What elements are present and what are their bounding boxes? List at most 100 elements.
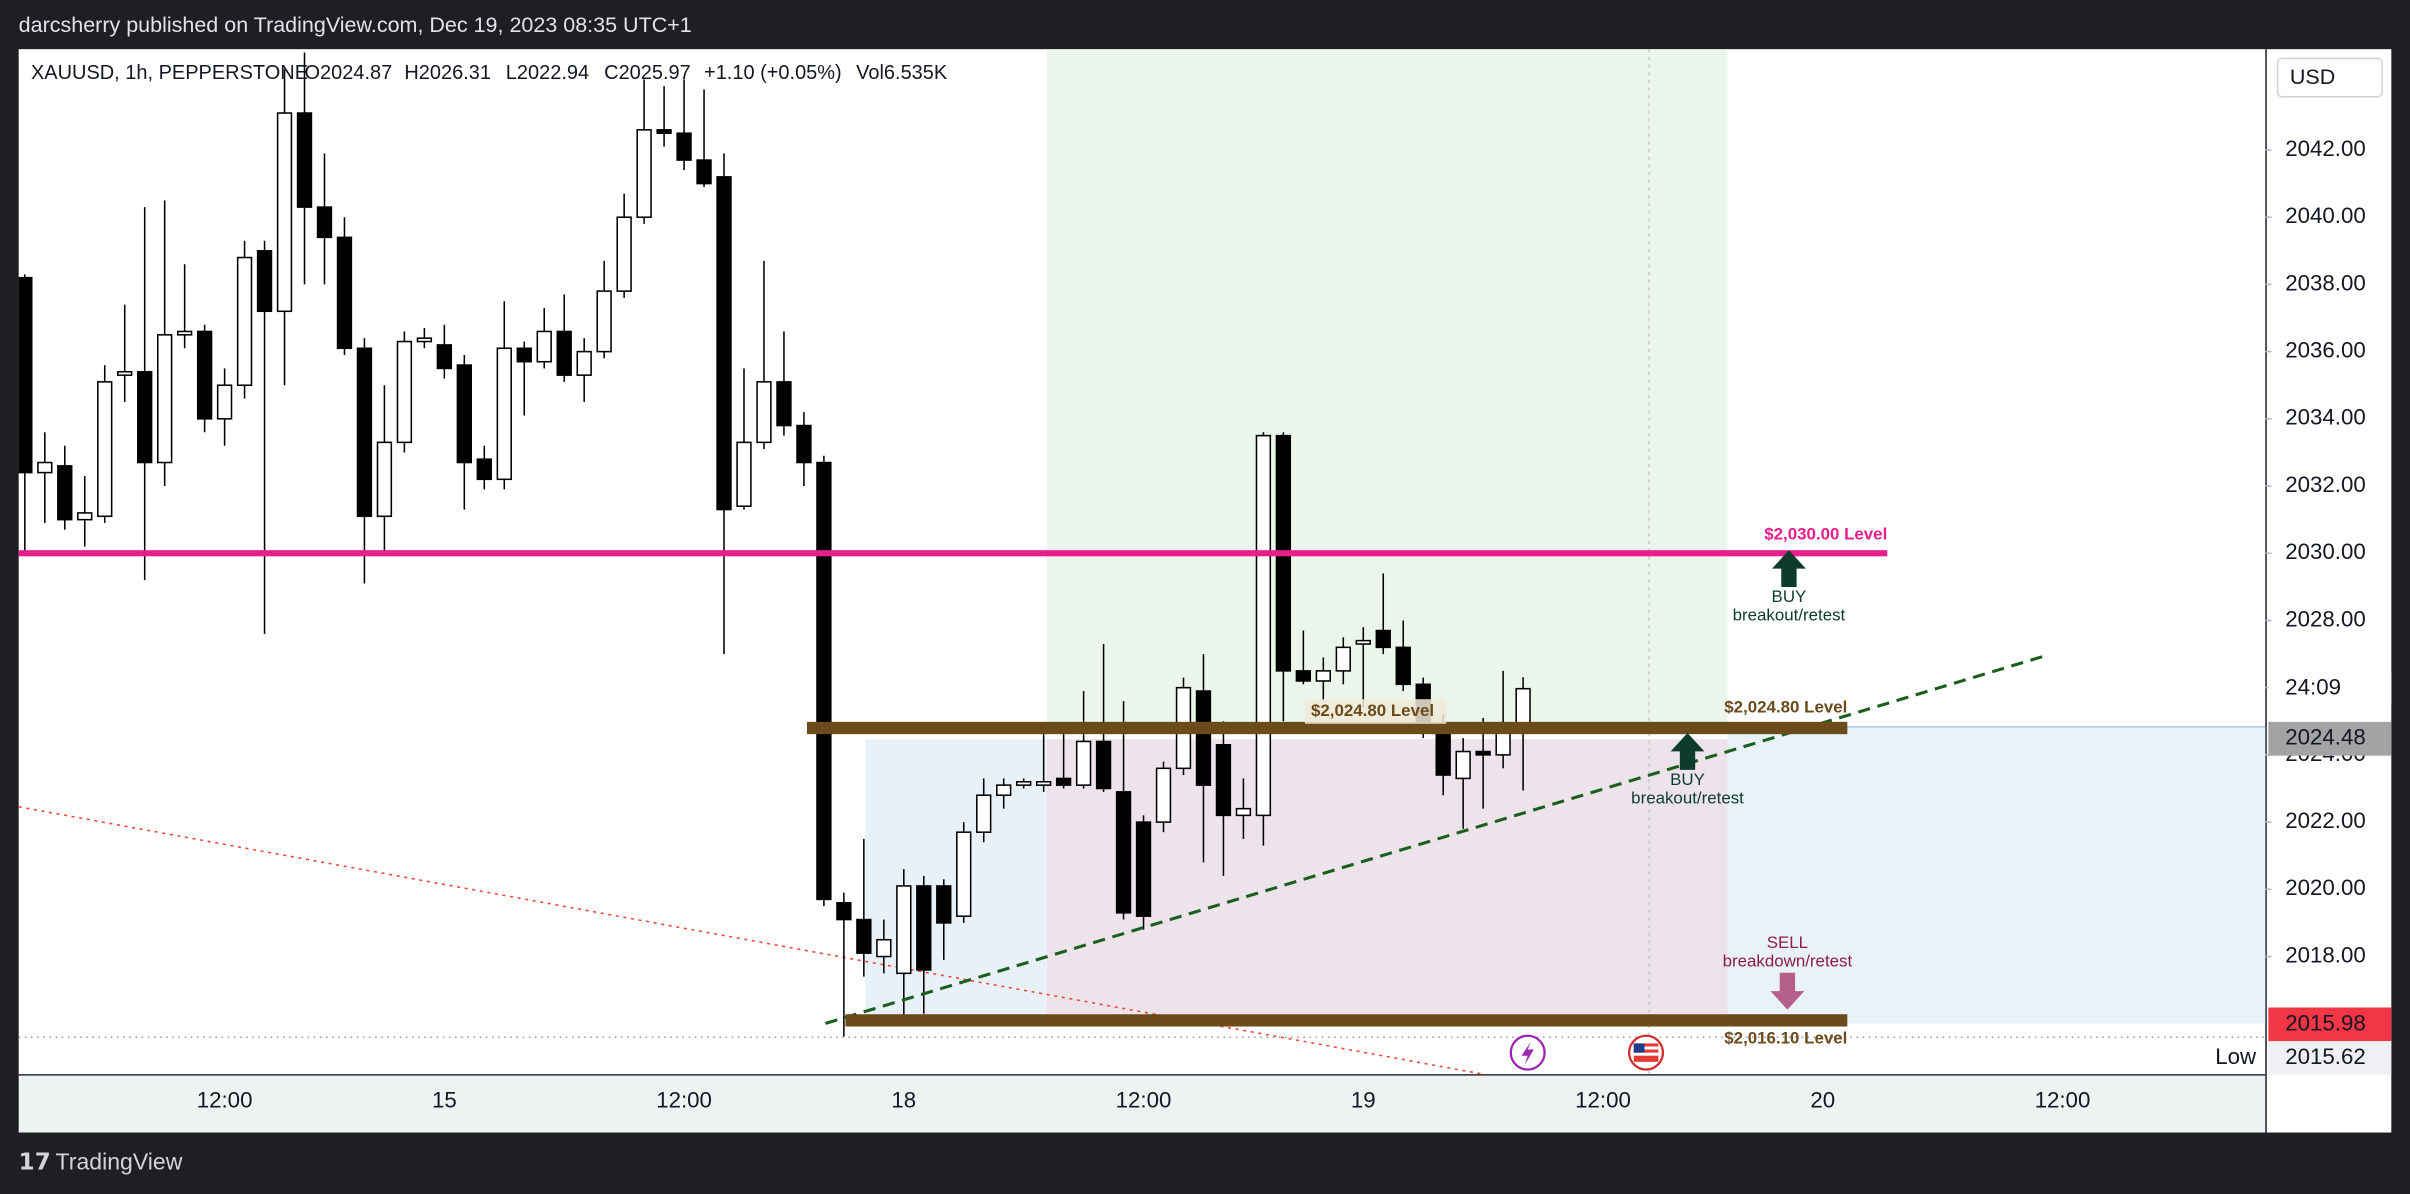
y-tick-label: 2040.00 (2285, 203, 2366, 228)
legend-item: C2025.97 (604, 62, 691, 84)
candle-body (1095, 740, 1112, 790)
candles (18, 52, 1531, 1037)
trend-line (18, 806, 1484, 1075)
low-badge (2268, 1041, 2392, 1075)
legend-item: Vol6.535K (856, 62, 948, 84)
candle-body (77, 512, 93, 521)
event-icon (1521, 1041, 1534, 1065)
time-axis (18, 1074, 2266, 1133)
candle-body (1155, 767, 1172, 823)
candle-body (856, 918, 872, 954)
legend-item: +1.10 (+0.05%) (704, 62, 842, 84)
candle-body (1355, 639, 1371, 645)
candle-body (456, 364, 473, 464)
x-tick-label: 20 (1810, 1088, 1835, 1113)
candle-body (1475, 750, 1491, 756)
y-tick-label: 2022.00 (2285, 808, 2366, 833)
legend-item: O2024.87 (305, 62, 393, 84)
candle-body (1515, 687, 1531, 727)
candle-body (156, 334, 173, 464)
candle-body (556, 330, 572, 376)
brand: TradingView (56, 1148, 183, 1174)
level-label: $2,024.80 Level (1311, 701, 1434, 720)
candle-body (37, 461, 53, 474)
low-value: 2015.62 (2285, 1044, 2366, 1069)
candle-body (256, 250, 273, 313)
candle-body (596, 290, 612, 353)
flag-icon (1633, 1052, 1659, 1056)
candle-body (516, 347, 532, 363)
blue-zone (1727, 726, 2266, 1024)
candle-body (916, 885, 932, 971)
candle-body (976, 794, 992, 833)
candle-body (376, 441, 393, 518)
candle-body (137, 371, 153, 464)
candle-body (196, 330, 213, 420)
signal-arrow (1670, 732, 1705, 770)
candle-body (1455, 750, 1471, 780)
candle-body (836, 901, 852, 921)
flag-icon (1633, 1046, 1659, 1050)
y-tick-label: 2030.00 (2285, 539, 2366, 564)
candle-body (1075, 740, 1092, 786)
x-tick-label: 18 (891, 1088, 916, 1113)
currency-button[interactable] (2276, 57, 2383, 98)
y-tick-label: 2042.00 (2285, 136, 2366, 161)
candle-body (1335, 646, 1351, 672)
candle-body (576, 350, 592, 376)
signal-side: SELL (1767, 933, 1808, 952)
candle-body (936, 885, 952, 924)
candle-body (276, 112, 293, 313)
y-tick-label: 2036.00 (2285, 338, 2366, 363)
overlays: $2,030.00 Level $2,024.80 Level $2,016.10 … (18, 524, 2045, 1071)
candle-body (18, 276, 33, 474)
candle-body (736, 441, 752, 507)
candle-body (1375, 629, 1391, 649)
level-line (845, 1014, 1848, 1027)
candle-body (216, 384, 233, 420)
trend-line (824, 654, 2045, 1025)
candle-body (396, 340, 413, 444)
legend-item: L2022.94 (506, 62, 589, 84)
x-tick-label: 15 (432, 1088, 457, 1113)
publisher: darcsherry published on TradingView.com,… (19, 13, 692, 37)
logo: 𝟭𝟳 (19, 1148, 51, 1174)
candle-body (316, 206, 333, 239)
candle-body (416, 337, 433, 343)
y-tick-label: 2028.00 (2285, 606, 2366, 631)
candle-body (1295, 670, 1312, 682)
x-tick-label: 12:00 (1116, 1088, 1172, 1113)
candle-body (1435, 733, 1451, 776)
candle-body (236, 256, 253, 386)
countdown-badge (2268, 671, 2392, 706)
level-line (18, 550, 1888, 557)
candle-body (656, 129, 672, 134)
candle-body (336, 236, 353, 350)
level-line (807, 721, 1848, 735)
candle-body (636, 129, 652, 218)
low-label: Low (2215, 1044, 2257, 1069)
level-label: $2,024.80 Level (1724, 697, 1847, 716)
candle-body (496, 347, 512, 481)
candle-body (436, 344, 453, 370)
candle-body (676, 132, 692, 161)
candle-body (796, 424, 812, 464)
signal-arrow (1772, 550, 1806, 588)
y-tick-label: 2034.00 (2285, 405, 2366, 430)
candle-body (1315, 670, 1332, 682)
candle-body (816, 461, 832, 901)
level-label: $2,030.00 Level (1764, 524, 1887, 543)
legend-item: H2026.31 (404, 62, 491, 84)
legend-item: XAUUSD, 1h, PEPPERSTONE (31, 62, 308, 84)
countdown: 24:09 (2285, 674, 2341, 699)
level-tag (1304, 699, 1447, 724)
candle-body (996, 784, 1012, 796)
y-tick-label: 2032.00 (2285, 472, 2366, 497)
signal-arrow (1770, 972, 1805, 1010)
signal-text: breakdown/retest (1723, 951, 1853, 970)
candle-body (1255, 434, 1272, 817)
candle-body (1215, 744, 1232, 817)
candle-body (896, 885, 912, 975)
